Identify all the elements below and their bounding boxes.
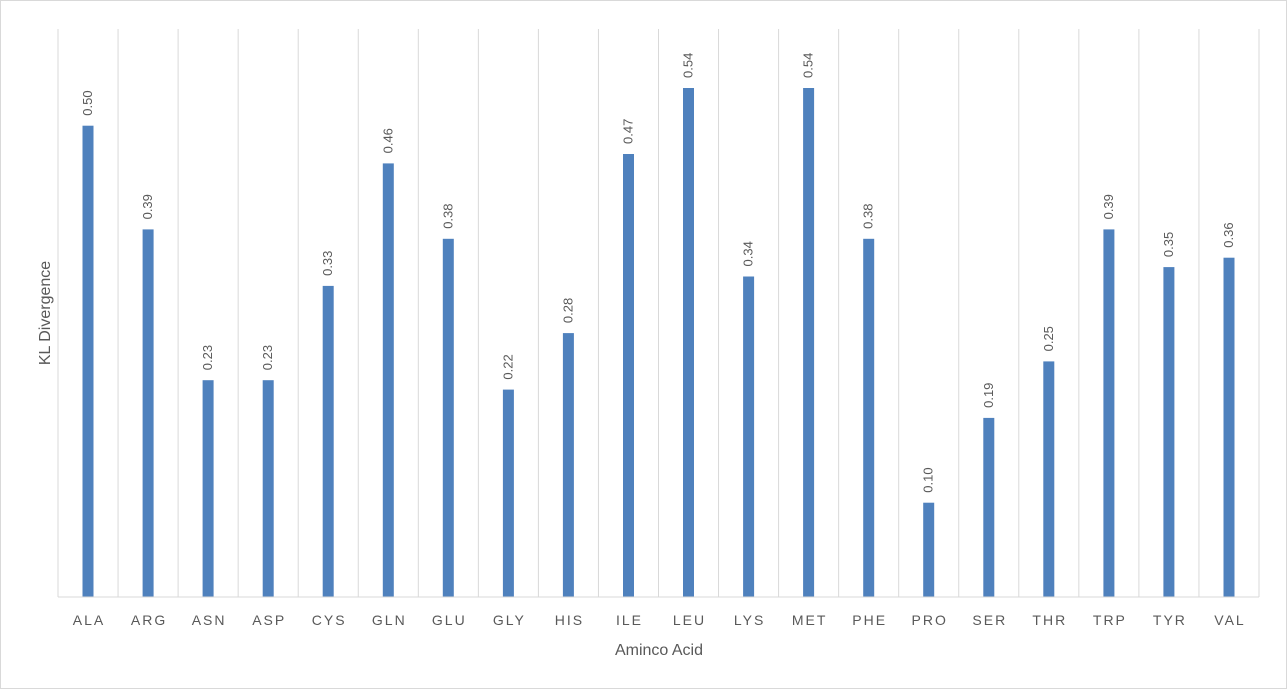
grid-lines [57, 29, 1260, 597]
x-tick-asp: ASP [252, 612, 286, 628]
data-label-glu: 0.38 [440, 203, 455, 228]
bar-pro [923, 502, 935, 597]
x-tick-met: MET [792, 612, 828, 628]
data-label-his: 0.28 [560, 298, 575, 323]
bar-met [803, 88, 815, 597]
bar-lys [743, 276, 755, 597]
x-tick-labels: ALA ARG ASN ASP CYS GLN GLU GLY HIS ILE LEU LYS MET P… [73, 612, 1245, 628]
data-label-asp: 0.23 [260, 345, 275, 370]
x-tick-glu: GLU [432, 612, 467, 628]
data-label-leu: 0.54 [681, 53, 696, 78]
data-label-phe: 0.38 [861, 203, 876, 228]
bar-glu [442, 238, 454, 598]
x-axis-title: Aminco Acid [615, 642, 703, 659]
x-tick-thr: THR [1032, 612, 1067, 628]
x-tick-arg: ARG [131, 612, 167, 628]
bar-asp [262, 380, 274, 597]
bars [82, 88, 1235, 598]
bar-ser [983, 417, 995, 597]
bar-his [562, 333, 574, 597]
x-tick-asn: ASN [192, 612, 227, 628]
data-label-thr: 0.25 [1041, 326, 1056, 351]
x-tick-leu: LEU [673, 612, 706, 628]
data-label-ile: 0.47 [621, 119, 636, 144]
x-tick-gly: GLY [493, 612, 526, 628]
bar-tyr [1163, 267, 1175, 597]
data-label-tyr: 0.35 [1161, 232, 1176, 257]
bar-arg [142, 229, 154, 597]
bar-phe [863, 238, 875, 598]
data-label-arg: 0.39 [140, 194, 155, 219]
bar-cys [322, 285, 334, 597]
x-tick-ser: SER [972, 612, 1007, 628]
data-label-ser: 0.19 [981, 383, 996, 408]
y-axis-title: KL Divergence [37, 261, 54, 365]
x-tick-gln: GLN [372, 612, 407, 628]
data-labels: 0.50 0.39 0.23 0.23 0.33 0.46 0.38 0.22 0.28 0.47… [80, 53, 1236, 493]
data-label-val: 0.36 [1221, 222, 1236, 247]
data-label-met: 0.54 [801, 53, 816, 78]
data-label-pro: 0.10 [921, 467, 936, 492]
x-tick-trp: TRP [1093, 612, 1127, 628]
data-label-trp: 0.39 [1101, 194, 1116, 219]
bar-ala [82, 125, 94, 597]
data-label-cys: 0.33 [320, 251, 335, 276]
bar-gly [502, 389, 514, 597]
bar-gln [382, 163, 394, 597]
bar-trp [1103, 229, 1115, 597]
data-label-gly: 0.22 [500, 354, 515, 379]
bar-ile [623, 154, 634, 597]
bar-thr [1043, 361, 1055, 597]
x-tick-pro: PRO [912, 612, 948, 628]
bar-val [1223, 257, 1235, 597]
data-label-asn: 0.23 [200, 345, 215, 370]
x-tick-lys: LYS [734, 612, 765, 628]
x-tick-phe: PHE [852, 612, 887, 628]
bar-asn [202, 380, 214, 597]
x-tick-tyr: TYR [1153, 612, 1187, 628]
data-label-ala: 0.50 [80, 90, 95, 115]
data-label-gln: 0.46 [380, 128, 395, 153]
data-label-lys: 0.34 [741, 241, 756, 266]
x-tick-cys: CYS [312, 612, 347, 628]
x-tick-ala: ALA [73, 612, 105, 628]
x-tick-ile: ILE [616, 612, 643, 628]
bar-leu [683, 88, 694, 597]
x-tick-val: VAL [1214, 612, 1245, 628]
x-tick-his: HIS [555, 612, 584, 628]
